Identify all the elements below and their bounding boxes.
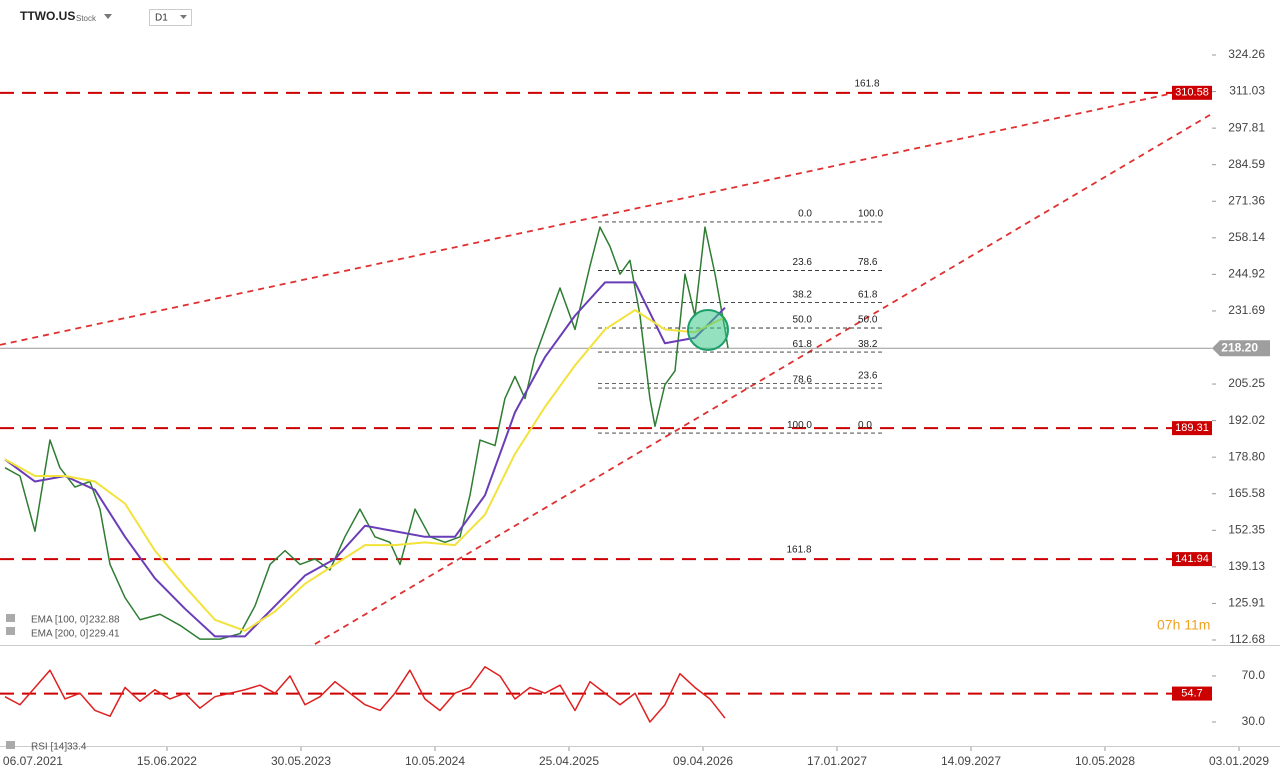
level-label: 310.58 <box>1175 87 1209 99</box>
rsi-value: 33.4 <box>67 742 87 753</box>
y-tick-label: 231.69 <box>1228 303 1265 317</box>
symbol[interactable]: TTWO.US <box>20 9 75 23</box>
symbol-dropdown[interactable] <box>104 14 112 19</box>
fib-label: 23.6 <box>858 370 878 381</box>
series-line <box>4 666 726 723</box>
timeframe-arrow <box>180 15 187 19</box>
x-tick-label: 10.05.2028 <box>1075 754 1135 768</box>
legend-value: 232.88 <box>89 615 120 626</box>
fib-label: 61.8 <box>793 339 813 350</box>
level-tag <box>1172 552 1212 567</box>
level-tag <box>1172 85 1212 100</box>
instrument-kind: Stock <box>76 14 97 23</box>
fib-label: 50.0 <box>858 315 878 326</box>
highlight-circle <box>687 309 729 351</box>
level-tag <box>1172 421 1212 436</box>
y-tick-label: 205.25 <box>1228 376 1265 390</box>
x-tick-label: 30.05.2023 <box>271 754 331 768</box>
fib-label: 100.0 <box>787 420 812 431</box>
x-tick-label: 25.04.2025 <box>539 754 599 768</box>
fib-label: 100.0 <box>858 209 883 220</box>
y-tick-label: 152.35 <box>1228 522 1265 536</box>
fib-label: 38.2 <box>858 339 878 350</box>
y-tick-label: 284.59 <box>1228 157 1265 171</box>
last-price-tag <box>1212 340 1270 357</box>
main-plot <box>0 91 1212 645</box>
y-tick-label: 311.03 <box>1229 84 1265 98</box>
fib-label: 23.6 <box>793 257 813 268</box>
y-tick-label: 178.80 <box>1228 449 1265 463</box>
timeframe-select[interactable] <box>149 9 192 26</box>
y-tick-label: 30.0 <box>1242 714 1266 728</box>
y-tick-label: 324.26 <box>1228 47 1265 61</box>
fib-extension-label: 161.8 <box>786 545 811 556</box>
last-price-label: 218.20 <box>1221 340 1258 354</box>
trend-line <box>314 114 1211 645</box>
legend-name: EMA [100, 0] <box>31 615 88 626</box>
y-tick-label: 70.0 <box>1242 668 1266 682</box>
y-tick-label: 297.81 <box>1228 120 1265 134</box>
series-line <box>4 281 726 638</box>
legend-icon[interactable] <box>6 741 15 749</box>
trend-line <box>0 92 1171 346</box>
fib-label: 0.0 <box>798 209 812 220</box>
legend: EMA [100, 0] 232.88 EMA [200, 0] 229.41 … <box>6 614 120 753</box>
y-tick-label: 258.14 <box>1228 230 1265 244</box>
y-tick-label: 271.36 <box>1228 193 1265 207</box>
fib-label: 38.2 <box>793 289 813 300</box>
candle-countdown: 07h 11m <box>1157 617 1210 633</box>
x-tick-label: 14.09.2027 <box>941 754 1001 768</box>
legend-icon[interactable] <box>6 614 15 622</box>
rsi-title: RSI [14] <box>31 742 67 753</box>
legend-value: 229.41 <box>89 629 120 640</box>
fib-label: 0.0 <box>858 420 872 431</box>
x-tick-label: 10.05.2024 <box>405 754 465 768</box>
level-label: 54.7 <box>1181 687 1202 699</box>
level-label: 189.31 <box>1175 422 1209 434</box>
fib-label: 50.0 <box>793 315 813 326</box>
fib-extension-label: 161.8 <box>854 78 879 89</box>
overlay: 0.0 23.6 38.2 50.0 61.8 78.6 100.0 100.0 78.6 61.… <box>687 78 883 556</box>
x-tick-label: 06.07.2021 <box>3 754 63 768</box>
header: TTWO.US Stock D1 <box>20 9 192 26</box>
legend-icon[interactable] <box>6 627 15 635</box>
y-tick-label: 139.13 <box>1228 559 1265 573</box>
y-tick-label: 244.92 <box>1228 267 1265 281</box>
fib-label: 78.6 <box>858 257 878 268</box>
rsi-plot <box>0 666 1212 723</box>
fib-label: 61.8 <box>858 289 878 300</box>
x-tick-label: 03.01.2029 <box>1209 754 1269 768</box>
series-line <box>4 309 726 632</box>
y-tick-label: 112.68 <box>1229 632 1265 646</box>
y-tick-label: 192.02 <box>1228 413 1265 427</box>
legend-name: EMA [200, 0] <box>31 629 88 640</box>
x-tick-label: 17.01.2027 <box>807 754 867 768</box>
y-tick-label: 125.91 <box>1228 596 1265 610</box>
level-tag <box>1172 686 1212 701</box>
level-label: 141.94 <box>1175 553 1209 565</box>
x-tick-label: 15.06.2022 <box>137 754 197 768</box>
y-tick-label: 165.58 <box>1228 486 1265 500</box>
fib-label: 78.6 <box>793 375 813 386</box>
timeframe: D1 <box>155 13 168 24</box>
x-tick-label: 09.04.2026 <box>673 754 733 768</box>
